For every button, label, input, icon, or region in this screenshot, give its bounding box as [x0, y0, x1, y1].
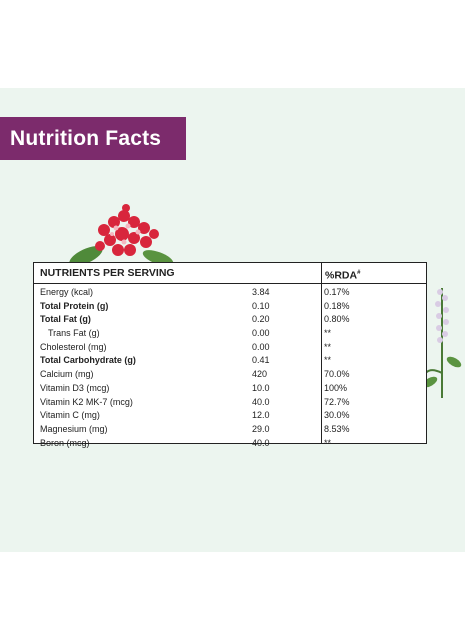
- nutrient-amount: 29.0: [252, 423, 270, 434]
- nutrient-name: Trans Fat (g): [48, 328, 100, 339]
- nutrient-rda: **: [324, 437, 332, 448]
- nutrition-table: NUTRIENTS PER SERVING %RDA# Energy (kcal…: [33, 262, 427, 448]
- table-row: Cholesterol (mg) 0.00 **: [34, 341, 426, 355]
- nutrient-amount: 3.84: [252, 287, 270, 297]
- nutrient-amount: 40.0: [252, 396, 270, 407]
- nutrient-rda: 72.7%: [324, 396, 350, 407]
- page-title: Nutrition Facts: [0, 117, 186, 160]
- nutrient-amount: 40.0: [252, 437, 270, 448]
- table-row: Vitamin K2 MK-7 (mcg) 40.0 72.7%: [34, 396, 426, 410]
- table-row: Total Carbohydrate (g) 0.41 **: [34, 354, 426, 368]
- nutrient-rda: 30.0%: [324, 410, 350, 421]
- nutrient-amount: 0.20: [252, 314, 270, 325]
- nutrient-name: Magnesium (mg): [40, 423, 108, 434]
- column-divider: [321, 263, 322, 443]
- header-rda-mark: #: [357, 270, 361, 276]
- nutrient-rda: 8.53%: [324, 423, 350, 434]
- nutrient-amount: 12.0: [252, 410, 270, 421]
- nutrient-rda: **: [324, 341, 332, 352]
- table-row: Boron (mcg) 40.0 **: [34, 437, 426, 451]
- table-row: Calcium (mg) 420 70.0%: [34, 368, 426, 382]
- nutrient-amount: 0.00: [252, 341, 270, 352]
- nutrient-rda: **: [324, 328, 332, 339]
- header-rda: %RDA#: [325, 263, 360, 283]
- nutrient-name: Boron (mcg): [40, 437, 90, 448]
- nutrient-name: Total Fat (g): [40, 314, 91, 325]
- nutrient-name: Vitamin K2 MK-7 (mcg): [40, 396, 133, 407]
- nutrient-rda: 100%: [324, 382, 348, 393]
- nutrient-rows: Energy (kcal) 3.84 0.17% Total Protein (g)…: [34, 286, 426, 450]
- nutrient-amount: 10.0: [252, 382, 270, 393]
- nutrient-name: Total Protein (g): [40, 300, 109, 311]
- nutrient-rda: **: [324, 355, 332, 366]
- nutrient-amount: 420: [252, 369, 268, 380]
- nutrient-name: Calcium (mg): [40, 369, 94, 380]
- header-nutrients: NUTRIENTS PER SERVING: [40, 267, 175, 279]
- nutrient-rda: 70.0%: [324, 369, 350, 380]
- nutrient-amount: 0.10: [252, 300, 270, 311]
- header-divider: [34, 283, 426, 284]
- nutrient-name: Vitamin D3 (mcg): [40, 382, 110, 393]
- table-row: Magnesium (mg) 29.0 8.53%: [34, 423, 426, 437]
- flower-illustration: [69, 204, 174, 266]
- nutrient-rda: 0.17%: [324, 287, 350, 297]
- table-row: Total Protein (g) 0.10 0.18%: [34, 300, 426, 314]
- nutrient-name: Cholesterol (mg): [40, 341, 107, 352]
- nutrient-amount: 0.41: [252, 355, 270, 366]
- table-row: Vitamin C (mg) 12.0 30.0%: [34, 409, 426, 423]
- nutrient-rda: 0.18%: [324, 300, 350, 311]
- table-row: Energy (kcal) 3.84 0.17%: [34, 286, 426, 300]
- nutrient-name: Vitamin C (mg): [40, 410, 100, 421]
- nutrient-amount: 0.00: [252, 328, 270, 339]
- header-rda-label: %RDA: [325, 269, 358, 282]
- nutrient-rda: 0.80%: [324, 314, 350, 325]
- nutrient-name: Total Carbohydrate (g): [40, 355, 136, 366]
- nutrient-name: Energy (kcal): [40, 287, 94, 297]
- table-row: Vitamin D3 (mcg) 10.0 100%: [34, 382, 426, 396]
- table-row: Trans Fat (g) 0.00 **: [34, 327, 426, 341]
- table-row: Total Fat (g) 0.20 0.80%: [34, 313, 426, 327]
